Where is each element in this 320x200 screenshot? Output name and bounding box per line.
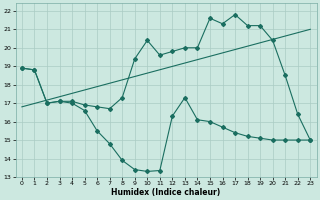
X-axis label: Humidex (Indice chaleur): Humidex (Indice chaleur) [111, 188, 221, 197]
